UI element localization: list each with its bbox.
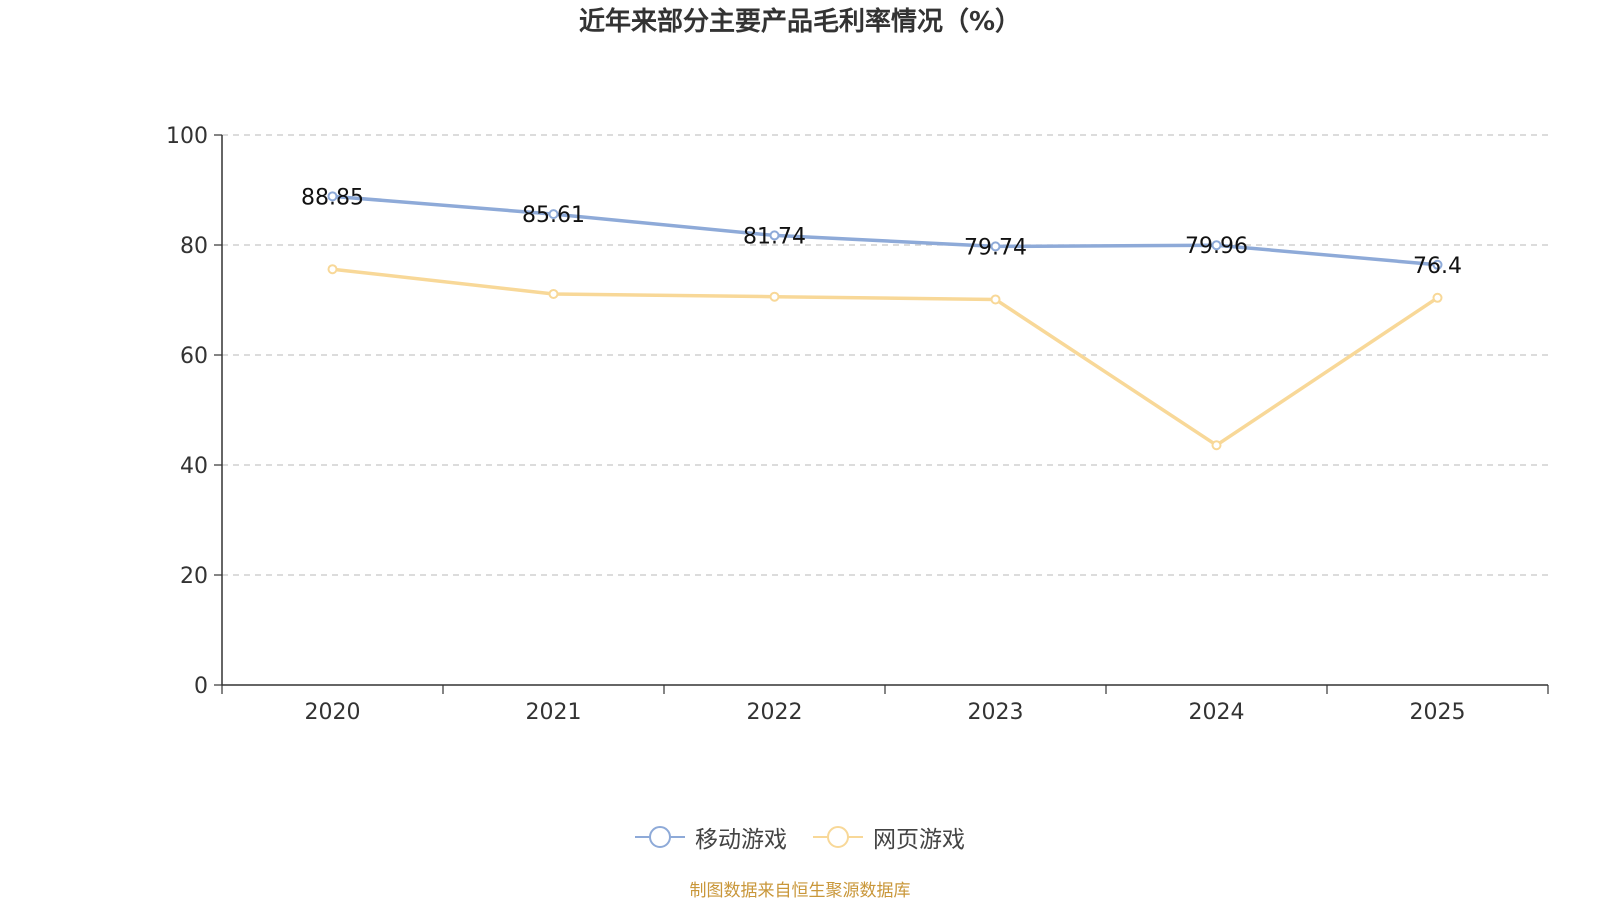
data-point <box>990 294 1001 305</box>
data-point <box>1432 259 1443 270</box>
legend-item-web-games[interactable]: 网页游戏 <box>813 820 965 854</box>
data-point <box>1432 292 1443 303</box>
y-tick-label: 20 <box>180 564 208 589</box>
x-tick-label: 2024 <box>1189 700 1245 725</box>
data-label: 76.4 <box>1413 254 1462 279</box>
x-tick-label: 2025 <box>1410 700 1466 725</box>
data-label: 81.74 <box>743 224 806 249</box>
y-tick-label: 100 <box>166 124 208 149</box>
x-tick-label: 2021 <box>526 700 582 725</box>
legend-item-mobile-games[interactable]: 移动游戏 <box>635 820 787 854</box>
data-point <box>548 209 559 220</box>
chart-title: 近年来部分主要产品毛利率情况（%） <box>578 7 1022 37</box>
legend-label-web-games: 网页游戏 <box>873 827 965 853</box>
legend: 移动游戏 网页游戏 <box>0 820 1600 854</box>
series-line-2 <box>332 267 1439 447</box>
data-point <box>548 288 559 299</box>
data-label: 79.96 <box>1185 234 1248 259</box>
legend-line-circle-icon <box>635 826 685 848</box>
data-point <box>327 264 338 275</box>
y-tick-label: 60 <box>180 344 208 369</box>
data-label: 79.74 <box>964 235 1027 260</box>
x-tick-label: 2020 <box>305 700 361 725</box>
y-tick-label: 80 <box>180 234 208 259</box>
y-tick-label: 40 <box>180 454 208 479</box>
x-tick-label: 2023 <box>968 700 1024 725</box>
data-point <box>327 191 338 202</box>
data-point <box>1211 440 1222 451</box>
y-tick-label: 0 <box>194 674 208 699</box>
data-point <box>1211 240 1222 251</box>
legend-label-mobile-games: 移动游戏 <box>695 827 787 853</box>
x-tick-label: 2022 <box>747 700 803 725</box>
data-point <box>769 291 780 302</box>
legend-line-circle-icon <box>813 826 863 848</box>
data-label: 88.85 <box>301 185 364 210</box>
data-label: 85.61 <box>522 203 585 228</box>
source-note: 制图数据来自恒生聚源数据库 <box>689 881 911 900</box>
data-point <box>990 241 1001 252</box>
data-point <box>769 230 780 241</box>
series-line-1 <box>332 194 1438 267</box>
